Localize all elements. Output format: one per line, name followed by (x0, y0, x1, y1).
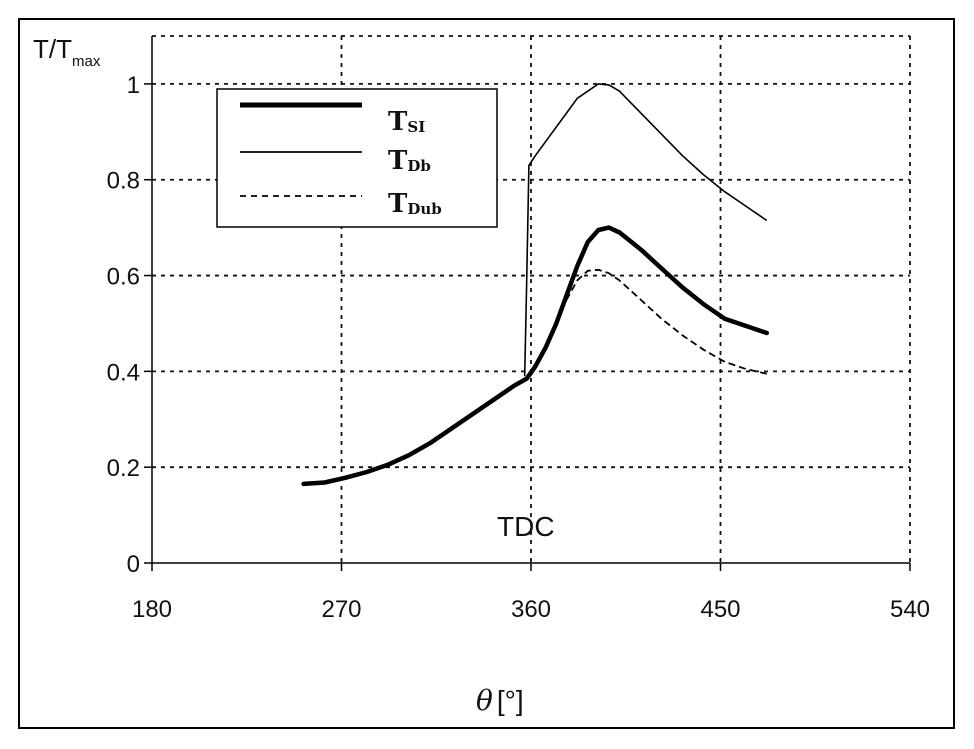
y-axis-label: T/Tmax (33, 34, 101, 70)
x-tick-label: 180 (132, 596, 172, 623)
legend-label-si: TSI (388, 107, 425, 137)
x-tick-label: 450 (700, 596, 740, 623)
series-line-si (301, 225, 770, 487)
x-tick-label: 540 (890, 596, 930, 623)
series-line-db (523, 83, 768, 377)
tdc-annotation: TDC (497, 511, 555, 542)
tick-labels: 180 270 360 450 540 0 0.2 0.4 0.6 0.8 1 (107, 72, 930, 623)
x-tick-label: 360 (511, 596, 551, 623)
legend-label-dub: TDub (388, 189, 442, 219)
legend-label-db: TDb (388, 146, 431, 176)
grid-lines (152, 35, 911, 563)
series-line-dub (526, 268, 768, 380)
legend-box (216, 88, 498, 228)
y-tick-label: 0.8 (107, 168, 140, 195)
y-tick-label: 1 (127, 72, 140, 99)
figure-frame (18, 18, 955, 729)
y-tick-label: 0.6 (107, 264, 140, 291)
x-axis-label: θ [°] (476, 684, 524, 717)
y-tick-label: 0 (127, 551, 140, 578)
y-tick-label: 0.4 (107, 359, 140, 386)
series-lines (301, 83, 770, 487)
legend: TSI TDb TDub (216, 88, 498, 228)
axes (144, 36, 911, 571)
x-tick-label: 270 (321, 596, 361, 623)
y-tick-label: 0.2 (107, 455, 140, 482)
